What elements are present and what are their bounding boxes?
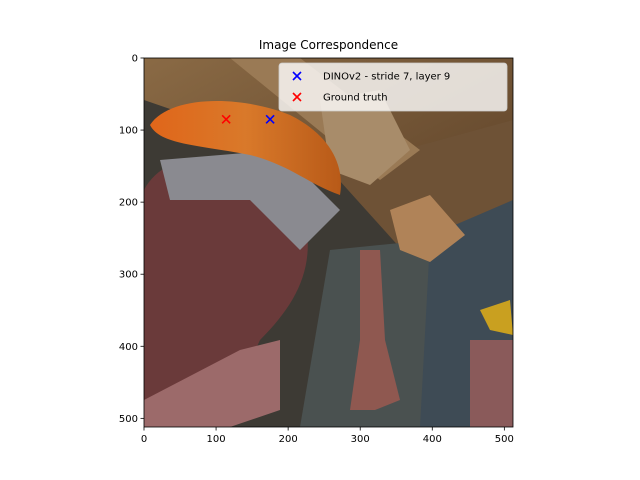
x-tick-label: 200	[279, 434, 298, 445]
y-tick-label: 500	[119, 414, 138, 425]
legend-label: Ground truth	[323, 93, 388, 104]
y-tick-label: 200	[119, 198, 138, 209]
y-tick-label: 400	[119, 342, 138, 353]
background-image	[144, 58, 513, 427]
x-tick-label: 300	[351, 434, 370, 445]
x-tick-label: 500	[495, 434, 514, 445]
legend-box	[278, 62, 508, 112]
legend-label: DINOv2 - stride 7, layer 9	[323, 72, 450, 83]
y-tick-label: 100	[119, 126, 138, 137]
y-tick-label: 300	[119, 270, 138, 281]
ground-truth-marker	[221, 114, 231, 124]
legend: DINOv2 - stride 7, layer 9 Ground truth	[278, 62, 508, 112]
plot-frame	[143, 57, 514, 428]
x-axis: 0 100 200 300 400 500	[141, 427, 514, 445]
chart-title: Image Correspondence	[259, 38, 398, 52]
y-tick-label: 0	[132, 54, 138, 65]
legend-marker	[292, 71, 302, 81]
legend-marker	[292, 92, 302, 102]
x-tick-label: 100	[207, 434, 226, 445]
x-tick-label: 0	[141, 434, 147, 445]
y-axis: 0 100 200 300 400 500	[119, 54, 144, 425]
data-markers	[221, 114, 275, 124]
prediction-marker	[265, 114, 275, 124]
x-tick-label: 400	[423, 434, 442, 445]
